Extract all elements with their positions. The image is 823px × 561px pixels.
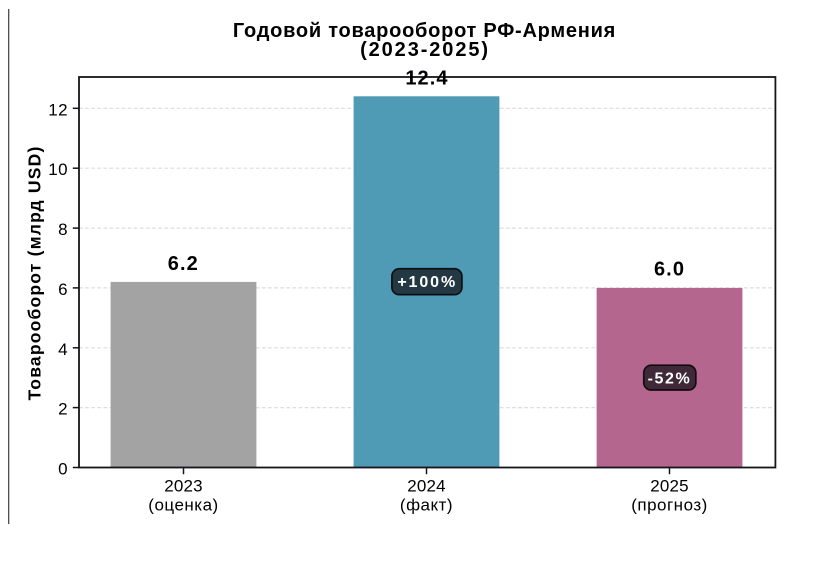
svg-text:6: 6 <box>58 280 68 299</box>
svg-text:Годовой товарооборот РФ-Армени: Годовой товарооборот РФ-Армения <box>233 20 616 42</box>
svg-text:-52%: -52% <box>648 370 692 387</box>
svg-text:6.0: 6.0 <box>654 259 685 281</box>
svg-text:Товарооборот (млрд USD): Товарооборот (млрд USD) <box>25 146 45 401</box>
svg-text:12: 12 <box>48 100 68 119</box>
svg-text:+100%: +100% <box>397 274 457 291</box>
svg-text:2023: 2023 <box>164 477 203 496</box>
svg-text:6.2: 6.2 <box>168 253 199 275</box>
svg-text:8: 8 <box>58 220 68 239</box>
svg-text:10: 10 <box>48 160 68 179</box>
svg-text:(2023-2025): (2023-2025) <box>360 39 490 61</box>
svg-text:0: 0 <box>58 460 68 479</box>
svg-text:12.4: 12.4 <box>405 68 448 90</box>
svg-text:2024: 2024 <box>407 477 446 496</box>
svg-text:(прогноз): (прогноз) <box>631 496 708 515</box>
svg-text:4: 4 <box>58 340 68 359</box>
svg-text:(факт): (факт) <box>400 496 453 515</box>
svg-text:2025: 2025 <box>650 477 689 496</box>
svg-text:(оценка): (оценка) <box>148 496 218 515</box>
svg-text:2: 2 <box>58 400 68 419</box>
